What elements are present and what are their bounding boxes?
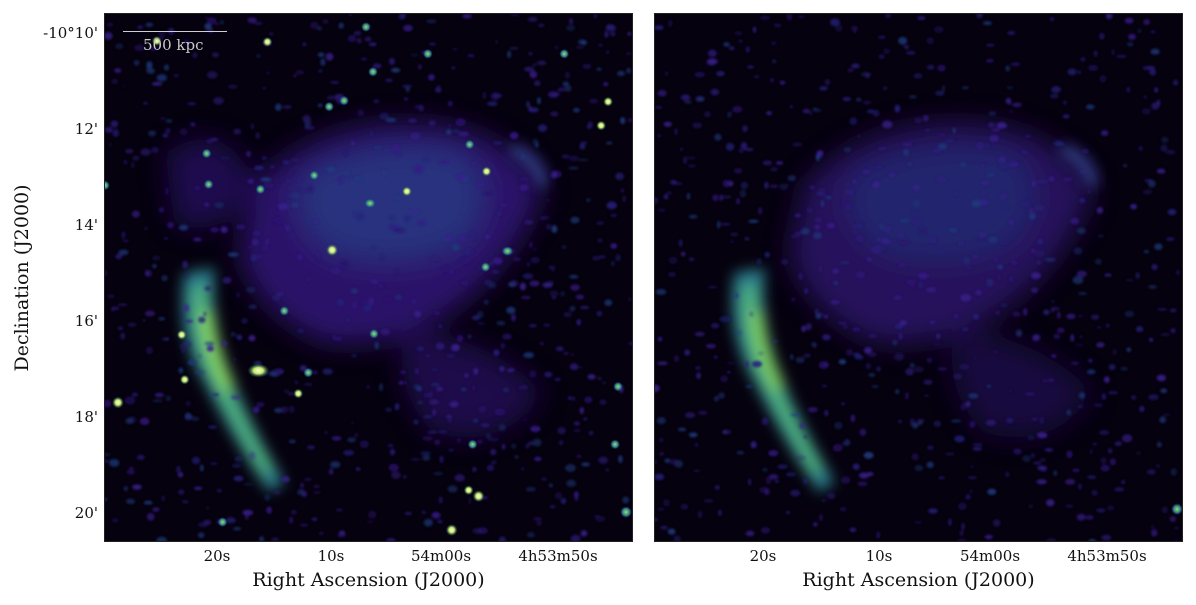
point-source [467, 439, 478, 450]
point-source [217, 517, 228, 528]
y-tick-label: 16' [74, 312, 98, 330]
y-tick-label: 14' [74, 216, 98, 234]
x-axis-label-left: Right Ascension (J2000) [252, 569, 485, 591]
point-source [293, 388, 304, 399]
point-source [620, 506, 632, 519]
point-source [464, 139, 475, 150]
radio-image-right [654, 13, 1183, 542]
x-tick-label: 20s [749, 547, 777, 565]
point-source [279, 305, 290, 316]
point-source [472, 490, 485, 503]
point-source [361, 21, 371, 32]
point-source [262, 36, 273, 47]
point-source [480, 262, 491, 273]
point-source [111, 396, 124, 409]
radio-emission-map-subtracted [655, 14, 1182, 541]
point-source [309, 170, 320, 181]
y-tick-label: 18' [74, 408, 98, 426]
x-axis-label-right: Right Ascension (J2000) [802, 569, 1035, 591]
edge-source [1171, 503, 1182, 516]
point-source [339, 95, 350, 106]
point-source [559, 48, 570, 59]
point-source [326, 244, 339, 257]
point-source [151, 35, 162, 46]
point-source [364, 198, 376, 209]
radio-image-left: 500 kpc [104, 13, 633, 542]
point-source [247, 363, 270, 378]
x-tick-label: 10s [317, 547, 345, 565]
scale-bar [123, 31, 227, 32]
point-source [501, 246, 514, 257]
x-tick-label: 20s [203, 547, 231, 565]
x-tick-label: 54m00s [959, 547, 1021, 565]
point-source [105, 180, 110, 191]
point-source [368, 66, 378, 77]
point-source [422, 48, 433, 59]
point-source [613, 381, 624, 392]
scale-bar-label: 500 kpc [143, 36, 204, 54]
point-source [176, 329, 187, 340]
point-source [303, 367, 314, 378]
point-source [463, 485, 474, 496]
point-source [203, 179, 214, 190]
point-source [603, 96, 614, 107]
point-source [401, 186, 412, 197]
point-source [201, 148, 212, 159]
point-source [596, 120, 607, 131]
point-source [445, 524, 458, 537]
point-source [324, 101, 335, 112]
y-axis-label: Declination (J2000) [11, 184, 33, 372]
point-source [610, 439, 621, 450]
y-tick-label: 12' [74, 120, 98, 138]
y-tick-label: 20' [74, 504, 98, 522]
x-tick-label: 10s [865, 547, 893, 565]
x-tick-label: 4h53m50s [1067, 547, 1147, 565]
point-source [255, 184, 266, 195]
x-tick-label: 4h53m50s [518, 547, 598, 565]
point-source [179, 374, 190, 385]
point-source [368, 328, 379, 339]
x-tick-label: 54m00s [410, 547, 472, 565]
y-tick-label: -10°10' [43, 24, 98, 42]
point-source [481, 166, 492, 177]
radio-emission-map [105, 14, 632, 541]
